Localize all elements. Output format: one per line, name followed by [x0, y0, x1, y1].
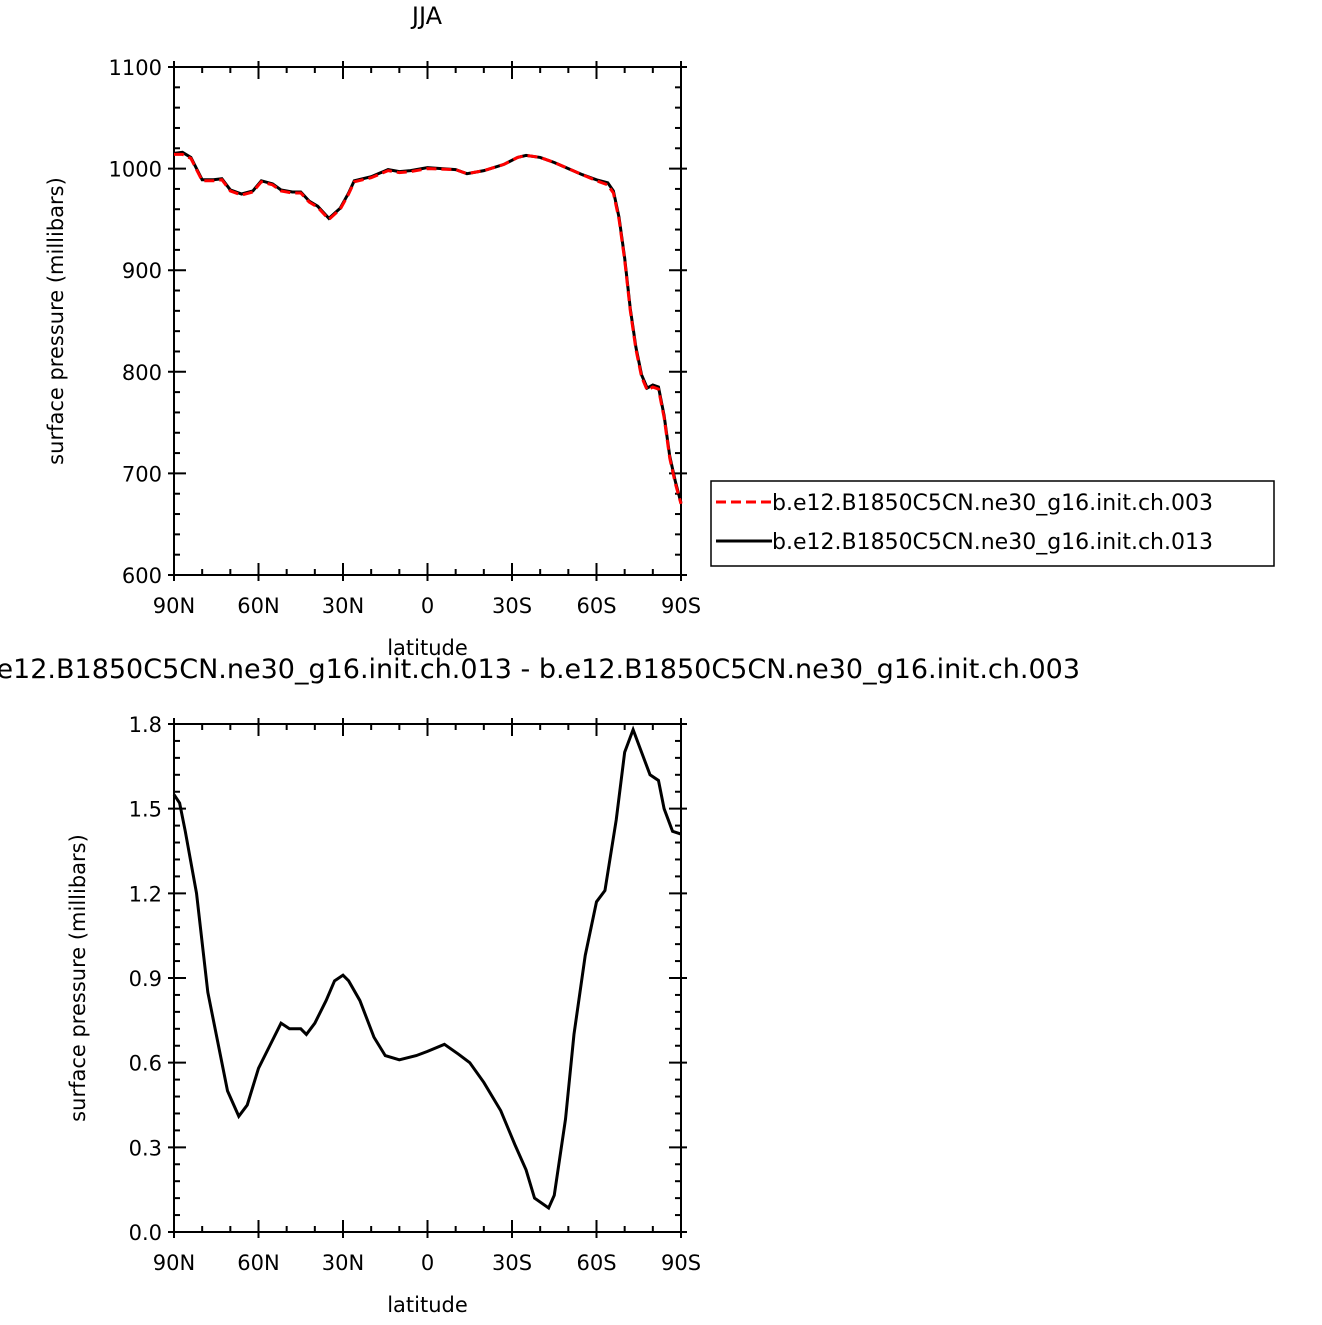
y-tick-label: 600 [122, 564, 162, 588]
x-tick-label: 30N [322, 1251, 364, 1275]
chart-title: JJA [410, 2, 443, 30]
plot-frame [173, 66, 682, 576]
legend-label: b.e12.B1850C5CN.ne30_g16.init.ch.003 [772, 491, 1213, 516]
plot-frame [173, 723, 682, 1233]
x-tick-label: 0 [421, 594, 434, 618]
y-tick-label: 900 [122, 259, 162, 283]
y-tick-label: 1.8 [129, 713, 162, 737]
data-line [172, 725, 682, 1211]
x-tick-label: 90N [153, 1251, 195, 1275]
x-tick-label: 60S [576, 594, 616, 618]
x-tick-label: 90S [661, 1251, 701, 1275]
y-tick-label: 1100 [109, 56, 162, 80]
x-tick-label: 90S [661, 594, 701, 618]
series-line [173, 150, 683, 504]
y-tick-label: 1.5 [129, 798, 162, 822]
x-tick-label: 90N [153, 594, 195, 618]
x-axis-label: latitude [387, 636, 468, 660]
x-tick-label: 0 [421, 1251, 434, 1275]
series-line [174, 152, 683, 505]
x-tick-label: 60S [576, 1251, 616, 1275]
x-tick-label: 30S [492, 1251, 532, 1275]
legend-box [710, 480, 1275, 567]
x-tick-label: 30N [322, 594, 364, 618]
chart-title: b.e12.B1850C5CN.ne30_g16.init.ch.013 - b… [0, 654, 1080, 685]
y-tick-label: 0.9 [129, 967, 162, 991]
y-axis-label: surface pressure (millibars) [66, 834, 90, 1122]
x-axis-label: latitude [387, 1293, 468, 1317]
legend-label: b.e12.B1850C5CN.ne30_g16.init.ch.013 [772, 530, 1213, 555]
y-tick-label: 0.6 [129, 1052, 162, 1076]
y-tick-label: 800 [122, 361, 162, 385]
y-tick-label: 1000 [109, 158, 162, 182]
y-tick-label: 0.0 [129, 1221, 162, 1245]
y-tick-label: 700 [122, 462, 162, 486]
y-tick-label: 0.3 [129, 1136, 162, 1160]
y-tick-label: 1.2 [129, 882, 162, 906]
x-tick-label: 30S [492, 594, 532, 618]
x-tick-label: 60N [237, 594, 279, 618]
x-tick-label: 60N [237, 1251, 279, 1275]
y-axis-label: surface pressure (millibars) [44, 177, 68, 465]
